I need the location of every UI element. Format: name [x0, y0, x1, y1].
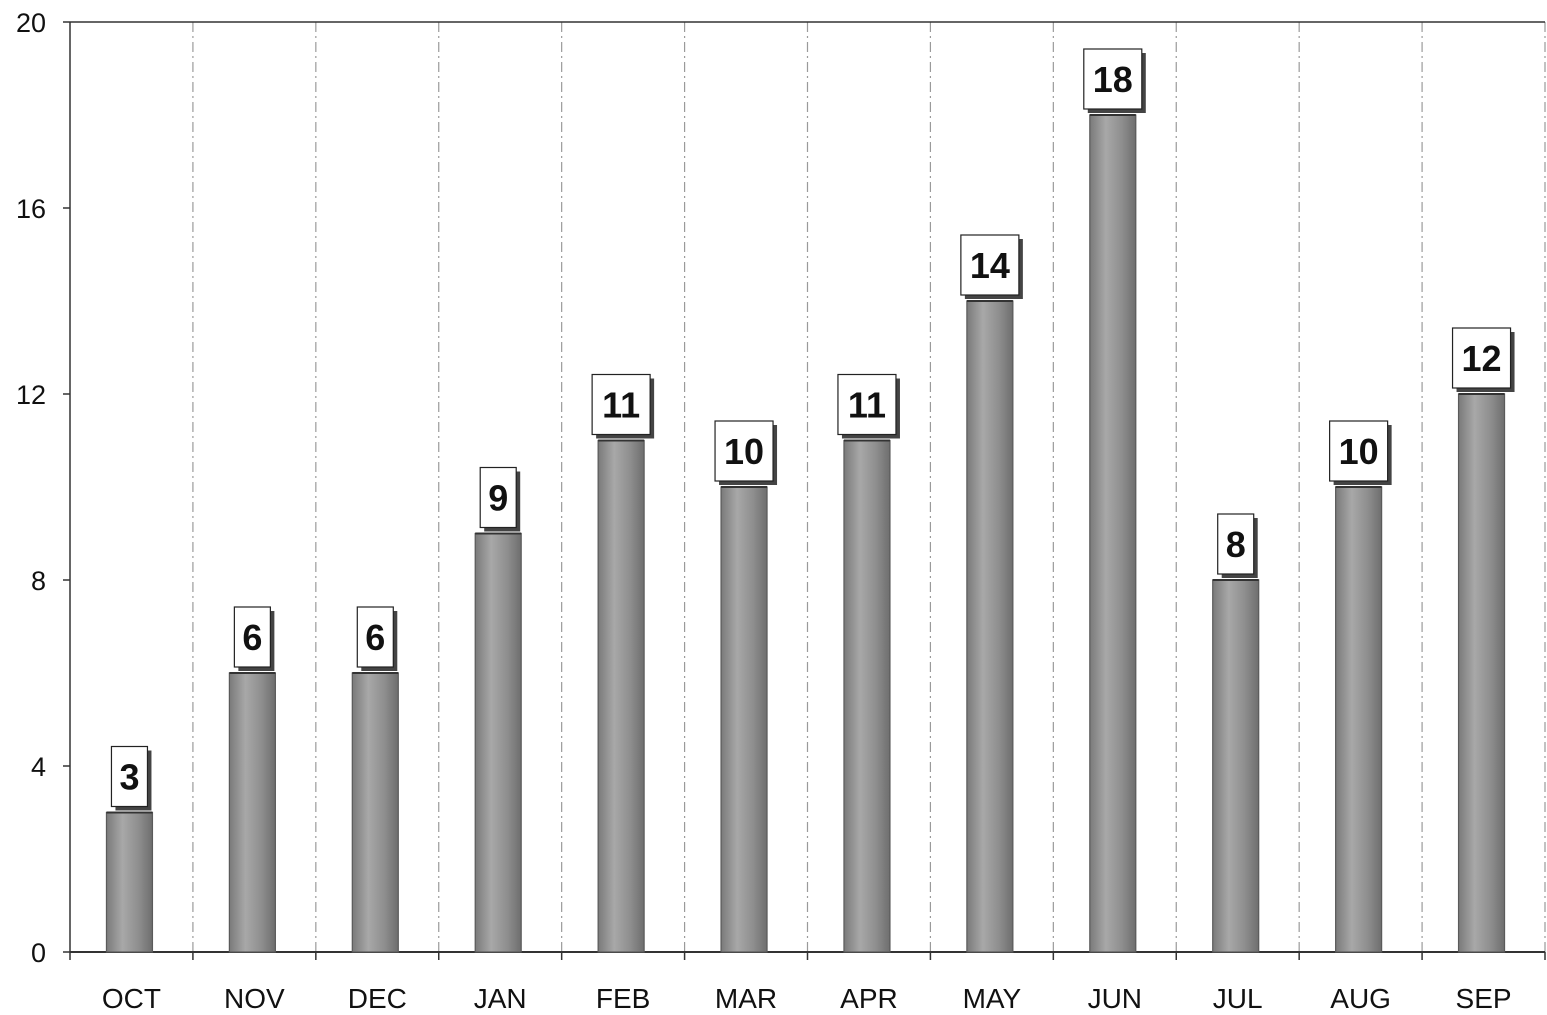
data-label: 11	[848, 385, 886, 426]
data-label-box	[233, 606, 271, 668]
data-label: 10	[724, 431, 764, 472]
bar	[1335, 486, 1383, 953]
data-label: 14	[970, 245, 1010, 286]
data-label: 3	[119, 757, 139, 798]
data-label: 6	[365, 617, 385, 658]
data-label-box	[1451, 327, 1512, 389]
tick-labels: 0 4 8 12 16 20 OCT NOV DEC JAN FEB MAR APR MAY JUN JUL A…	[16, 8, 1512, 1014]
bar	[351, 672, 399, 953]
axes	[63, 21, 1546, 960]
x-category-label: AUG	[1330, 983, 1391, 1014]
data-label: 6	[242, 617, 262, 658]
y-tick-label: 20	[16, 8, 46, 38]
bar	[1212, 579, 1260, 953]
x-category-label: MAY	[963, 983, 1022, 1014]
data-label-box	[1217, 513, 1255, 575]
y-tick-label: 8	[31, 566, 46, 596]
data-label-box	[591, 373, 651, 436]
x-category-label: FEB	[596, 983, 650, 1014]
data-label-box	[960, 234, 1020, 296]
bar	[1089, 114, 1137, 953]
data-labels: 3 6 6 9 11 10 11 14 18 8 10 12	[110, 48, 1515, 811]
bar	[228, 672, 276, 953]
x-category-label: MAR	[715, 983, 777, 1014]
data-label-box	[1083, 48, 1143, 110]
bar	[1457, 393, 1506, 953]
data-label: 8	[1226, 524, 1246, 565]
data-label: 12	[1462, 338, 1502, 379]
data-label: 11	[602, 385, 640, 426]
y-tick-label: 12	[16, 380, 46, 410]
data-label: 10	[1339, 431, 1379, 472]
y-tick-label: 0	[31, 938, 46, 968]
gridlines	[192, 22, 1546, 952]
y-tick-label: 16	[16, 194, 46, 224]
x-category-label: NOV	[224, 983, 285, 1014]
y-tick-label: 4	[31, 752, 46, 782]
data-label-box	[714, 420, 774, 482]
data-label: 18	[1093, 59, 1133, 100]
x-category-label: JUL	[1213, 983, 1263, 1014]
bar	[597, 439, 645, 953]
bar	[474, 532, 522, 953]
x-category-label: APR	[840, 983, 898, 1014]
data-label-box	[1329, 420, 1389, 482]
bar	[105, 811, 154, 953]
x-category-label: SEP	[1456, 983, 1512, 1014]
data-label-box	[479, 466, 517, 529]
bar	[720, 486, 768, 953]
bar	[966, 300, 1014, 953]
x-category-label: DEC	[348, 983, 407, 1014]
bars	[105, 114, 1506, 953]
data-label-box	[837, 373, 897, 436]
x-category-label: JUN	[1088, 983, 1142, 1014]
data-label-box	[110, 745, 149, 808]
data-label-box	[356, 606, 394, 668]
x-category-label: JAN	[474, 983, 527, 1014]
x-category-label: OCT	[102, 983, 161, 1014]
bar	[843, 439, 891, 953]
data-label: 9	[488, 478, 508, 519]
